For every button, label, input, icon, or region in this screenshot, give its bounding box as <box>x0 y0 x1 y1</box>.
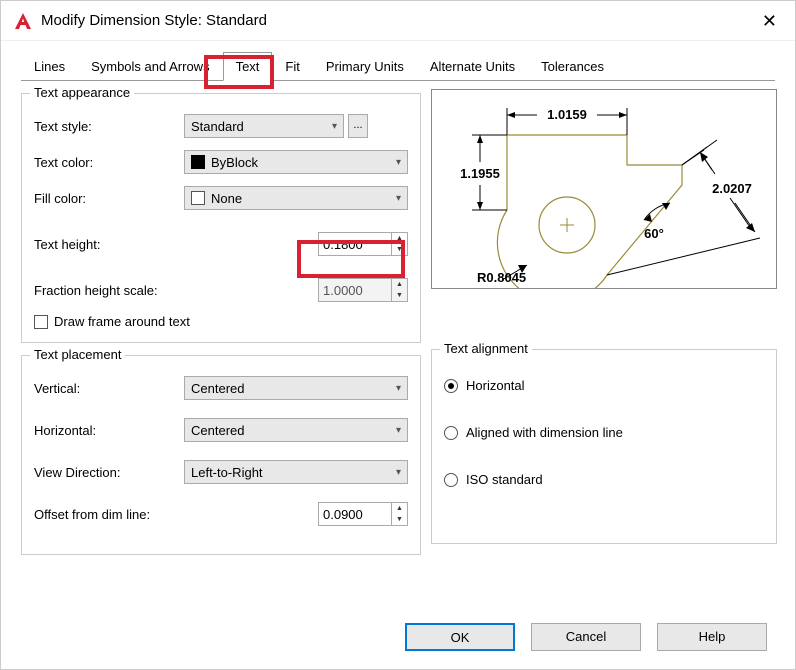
label-fraction-scale: Fraction height scale: <box>34 283 204 298</box>
tab-lines[interactable]: Lines <box>21 52 78 81</box>
label-horizontal: Horizontal: <box>34 423 184 438</box>
preview-dim-diag: 2.0207 <box>712 181 752 196</box>
fieldset-text-appearance: Text appearance Text style: Standard ▾ .… <box>21 93 421 343</box>
preview-dim-radius: R0.8045 <box>477 270 526 285</box>
title-bar: Modify Dimension Style: Standard ✕ <box>1 1 795 41</box>
chevron-down-icon: ▾ <box>396 383 401 394</box>
spinner-up-icon[interactable]: ▲ <box>392 503 407 514</box>
window-title: Modify Dimension Style: Standard <box>41 12 267 29</box>
label-fill-color: Fill color: <box>34 191 184 206</box>
dropdown-text-style[interactable]: Standard ▾ <box>184 114 344 138</box>
cancel-button[interactable]: Cancel <box>531 623 641 651</box>
tab-content: Text appearance Text style: Standard ▾ .… <box>21 80 775 625</box>
close-icon[interactable]: ✕ <box>762 11 777 32</box>
preview-dim-left: 1.1955 <box>460 166 500 181</box>
preview-dim-top: 1.0159 <box>547 107 587 122</box>
app-icon <box>13 11 33 31</box>
spinner-up-icon[interactable]: ▲ <box>392 233 407 244</box>
dropdown-fill-color[interactable]: None ▾ <box>184 186 408 210</box>
radio-iso[interactable] <box>444 473 458 487</box>
dropdown-text-color[interactable]: ByBlock ▾ <box>184 150 408 174</box>
spinner-down-icon[interactable]: ▼ <box>392 514 407 525</box>
label-view-direction: View Direction: <box>34 465 184 480</box>
legend-text-placement: Text placement <box>30 347 125 362</box>
text-style-browse-button[interactable]: ... <box>348 114 368 138</box>
tab-strip: Lines Symbols and Arrows Text Fit Primar… <box>1 41 795 80</box>
spinner-offset[interactable]: ▲ ▼ <box>318 502 408 526</box>
dialog-window: Modify Dimension Style: Standard ✕ Lines… <box>0 0 796 670</box>
spinner-up-icon: ▲ <box>392 279 407 290</box>
dialog-buttons: OK Cancel Help <box>405 623 767 651</box>
color-swatch-black <box>191 155 205 169</box>
none-swatch-icon <box>191 191 205 205</box>
tab-fit[interactable]: Fit <box>272 52 312 81</box>
legend-text-alignment: Text alignment <box>440 341 532 356</box>
tab-primary-units[interactable]: Primary Units <box>313 52 417 81</box>
label-radio-horizontal: Horizontal <box>466 378 525 393</box>
legend-text-appearance: Text appearance <box>30 85 134 100</box>
dropdown-horizontal[interactable]: Centered ▾ <box>184 418 408 442</box>
fieldset-text-placement: Text placement Vertical: Centered ▾ Hori… <box>21 355 421 555</box>
chevron-down-icon: ▾ <box>396 467 401 478</box>
dropdown-vertical[interactable]: Centered ▾ <box>184 376 408 400</box>
help-button[interactable]: Help <box>657 623 767 651</box>
chevron-down-icon: ▾ <box>396 425 401 436</box>
label-vertical: Vertical: <box>34 381 184 396</box>
spinner-down-icon[interactable]: ▼ <box>392 244 407 255</box>
chevron-down-icon: ▾ <box>396 157 401 168</box>
label-offset: Offset from dim line: <box>34 507 204 522</box>
ok-button[interactable]: OK <box>405 623 515 651</box>
dropdown-text-color-value: ByBlock <box>211 155 258 170</box>
dropdown-horizontal-value: Centered <box>191 423 244 438</box>
dropdown-fill-color-value: None <box>211 191 242 206</box>
tab-tolerances[interactable]: Tolerances <box>528 52 617 81</box>
tab-alternate-units[interactable]: Alternate Units <box>417 52 528 81</box>
chevron-down-icon: ▾ <box>396 193 401 204</box>
chevron-down-icon: ▾ <box>332 121 337 132</box>
dimension-preview: 1.0159 1.1955 <box>431 89 777 289</box>
label-radio-aligned: Aligned with dimension line <box>466 425 623 440</box>
preview-dim-angle: 60° <box>644 226 664 241</box>
label-text-style: Text style: <box>34 119 184 134</box>
spinner-down-icon: ▼ <box>392 290 407 301</box>
input-fraction-scale <box>319 279 391 301</box>
dropdown-view-direction-value: Left-to-Right <box>191 465 263 480</box>
label-text-height: Text height: <box>34 237 184 252</box>
tab-symbols-arrows[interactable]: Symbols and Arrows <box>78 52 223 81</box>
label-draw-frame: Draw frame around text <box>54 314 190 329</box>
dropdown-text-style-value: Standard <box>191 119 244 134</box>
radio-horizontal[interactable] <box>444 379 458 393</box>
spinner-fraction-scale: ▲ ▼ <box>318 278 408 302</box>
dropdown-view-direction[interactable]: Left-to-Right ▾ <box>184 460 408 484</box>
spinner-text-height[interactable]: ▲ ▼ <box>318 232 408 256</box>
dropdown-vertical-value: Centered <box>191 381 244 396</box>
fieldset-text-alignment: Text alignment Horizontal Aligned with d… <box>431 349 777 544</box>
label-radio-iso: ISO standard <box>466 472 543 487</box>
label-text-color: Text color: <box>34 155 184 170</box>
input-offset[interactable] <box>319 503 391 525</box>
checkbox-draw-frame[interactable] <box>34 315 48 329</box>
input-text-height[interactable] <box>319 233 391 255</box>
radio-aligned[interactable] <box>444 426 458 440</box>
tab-text[interactable]: Text <box>223 52 273 81</box>
